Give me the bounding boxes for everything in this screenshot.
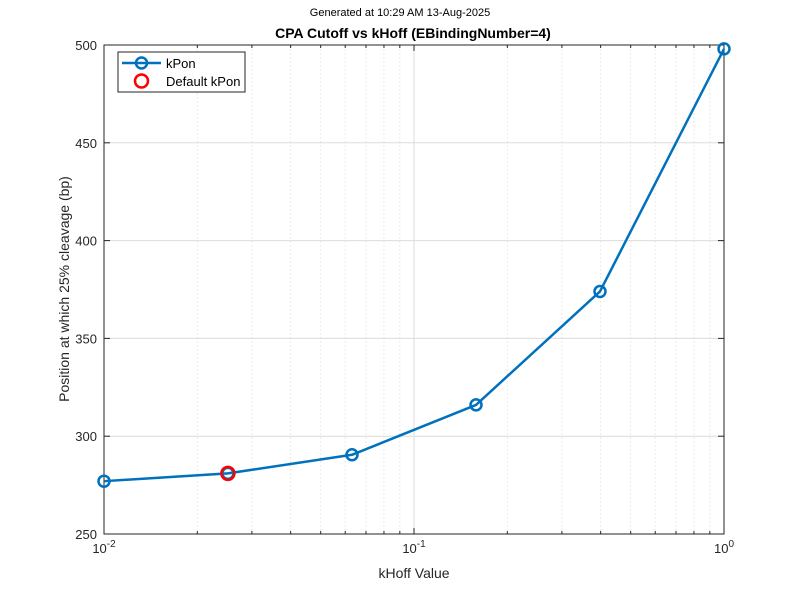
x-tick-label: 10-1	[402, 539, 426, 556]
kpon-data-point	[469, 398, 483, 412]
legend: kPon Default kPon	[117, 51, 246, 93]
legend-kpon-marker	[134, 56, 149, 70]
generated-caption: Generated at 10:29 AM 13-Aug-2025	[310, 7, 490, 19]
y-tick-label: 350	[75, 331, 97, 346]
legend-kpon-label: kPon	[166, 56, 196, 71]
y-tick-label: 300	[75, 429, 97, 444]
kpon-data-point	[97, 474, 111, 488]
chart-title: CPA Cutoff vs kHoff (EBindingNumber=4)	[275, 25, 551, 41]
y-tick-label: 250	[75, 527, 97, 542]
legend-default-kpon-marker	[133, 73, 150, 89]
series-layer	[97, 42, 731, 488]
kpon-data-point	[593, 284, 607, 299]
series-line-kpon	[103, 48, 726, 483]
x-tick-label: 100	[714, 539, 734, 556]
y-tick-label: 400	[75, 234, 97, 249]
default-kpon-data-point	[220, 465, 236, 482]
y-tick-label: 500	[75, 38, 97, 53]
kpon-data-point	[345, 448, 359, 462]
y-tick-label: 450	[75, 136, 97, 151]
kpon-data-point	[717, 42, 731, 56]
axis-ticks: 10-2 10-1 100 250 300 350 400 450 500	[75, 38, 734, 556]
legend-default-kpon-label: Default kPon	[166, 74, 240, 89]
x-tick-label: 10-2	[92, 539, 116, 556]
y-axis-label: Position at which 25% cleavage (bp)	[56, 176, 72, 402]
x-axis-label: kHoff Value	[378, 565, 449, 581]
